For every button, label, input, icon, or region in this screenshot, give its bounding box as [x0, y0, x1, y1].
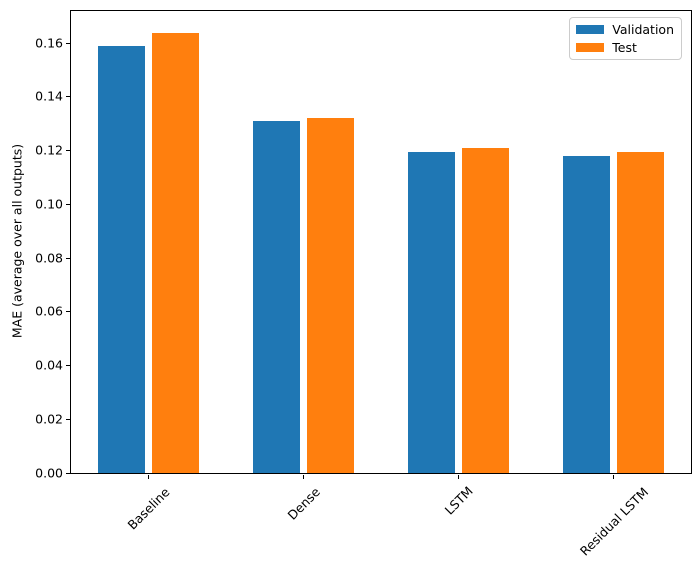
- x-tick-mark: [148, 475, 149, 479]
- legend: Validation Test: [569, 17, 682, 61]
- y-tick-label: 0.14: [35, 88, 63, 104]
- x-tick-mark: [303, 475, 304, 479]
- legend-label: Validation: [612, 22, 674, 37]
- y-tick-mark: [66, 96, 70, 98]
- y-tick-mark: [66, 365, 70, 367]
- y-tick-label: 0.02: [35, 411, 63, 427]
- y-tick-mark: [66, 418, 70, 420]
- y-tick-label: 0.10: [35, 196, 63, 212]
- bar-test: [152, 32, 199, 473]
- x-tick-label: Dense: [284, 483, 323, 523]
- plot-area: Validation Test 0.00 0.02 0.04 0.06 0.08 0.10 0…: [35, 10, 692, 558]
- y-tick-label: 0.08: [35, 249, 63, 265]
- legend-swatch: [576, 43, 605, 53]
- y-tick-mark: [66, 203, 70, 205]
- y-tick-label: 0.06: [35, 303, 63, 319]
- y-tick-mark: [66, 150, 70, 152]
- y-tick-mark: [66, 257, 70, 259]
- x-tick-label: LSTM: [441, 483, 476, 519]
- x-tick-mark: [458, 475, 459, 479]
- x-tick-mark: [613, 475, 614, 479]
- legend-label: Test: [612, 40, 637, 56]
- y-tick-label: 0.16: [35, 34, 63, 50]
- x-tick-label: Baseline: [124, 483, 173, 533]
- legend-swatch: [576, 25, 605, 35]
- bar-test: [307, 118, 354, 473]
- bar-test: [617, 152, 664, 473]
- y-tick-mark: [66, 42, 70, 44]
- bar-validation: [408, 152, 455, 473]
- y-tick-mark: [66, 472, 70, 474]
- y-tick-label: 0.04: [35, 357, 63, 373]
- y-tick-mark: [66, 311, 70, 313]
- y-tick-label: 0.12: [35, 142, 63, 158]
- x-tick-label: Residual LSTM: [576, 483, 651, 559]
- legend-row: Validation: [576, 23, 674, 36]
- bar-validation: [98, 45, 145, 473]
- bar-validation: [253, 121, 300, 473]
- bar-test: [462, 148, 509, 473]
- legend-row: Test: [576, 41, 674, 54]
- y-tick-label: 0.00: [35, 464, 63, 480]
- y-axis-label: MAE (average over all outputs): [9, 143, 25, 339]
- bar-validation: [563, 156, 610, 473]
